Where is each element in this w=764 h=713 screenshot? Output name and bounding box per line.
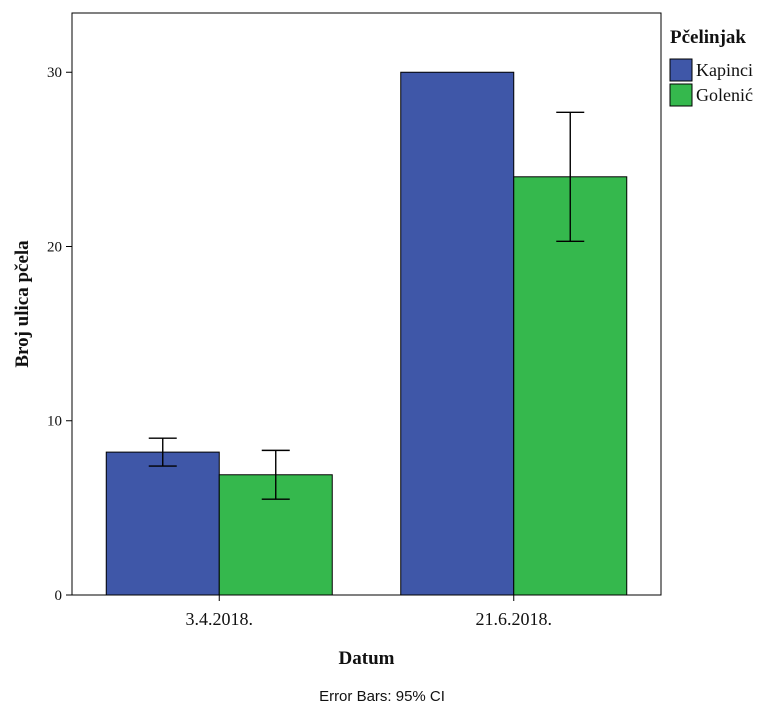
y-tick-label: 0: [55, 588, 63, 604]
legend-swatch: [669, 58, 693, 82]
y-tick-label: 20: [47, 239, 62, 255]
legend-label: Kapinci: [696, 60, 753, 80]
bar: [400, 71, 515, 596]
y-tick-label: 30: [47, 65, 62, 81]
x-tick-label: 3.4.2018.: [186, 609, 254, 629]
y-axis-title: Broj ulica pčela: [12, 240, 33, 368]
x-tick-label: 21.6.2018.: [476, 609, 553, 629]
legend-label: Golenić: [696, 85, 753, 105]
legend-swatch: [669, 83, 693, 107]
error-bars-note: Error Bars: 95% CI: [319, 688, 445, 705]
bar: [105, 451, 220, 596]
y-tick-label: 10: [47, 414, 62, 430]
x-axis-title: Datum: [339, 648, 395, 669]
legend-title: Pčelinjak: [670, 27, 746, 48]
